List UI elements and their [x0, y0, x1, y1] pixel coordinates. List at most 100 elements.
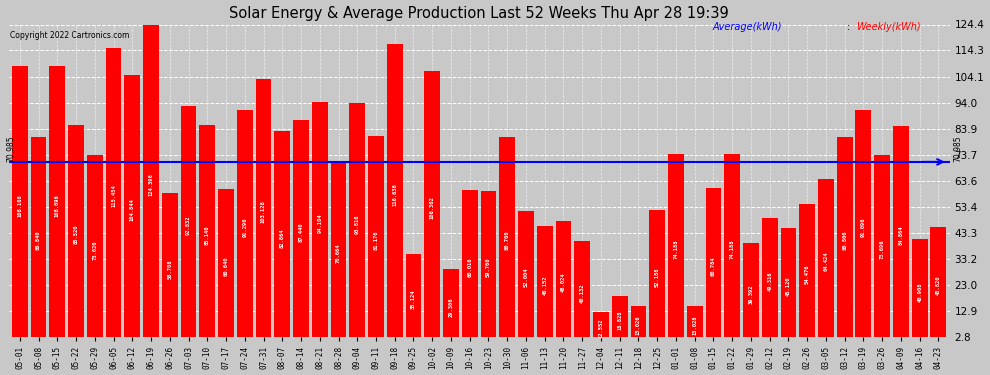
Bar	[199, 126, 215, 345]
Bar	[537, 226, 552, 345]
Bar	[593, 312, 609, 345]
Bar	[799, 204, 815, 345]
Bar	[499, 137, 515, 345]
Text: 29.306: 29.306	[448, 297, 453, 316]
Text: 52.188: 52.188	[654, 268, 659, 287]
Text: 85.520: 85.520	[73, 225, 78, 244]
Text: 45.120: 45.120	[786, 277, 791, 296]
Text: 108.108: 108.108	[17, 194, 23, 217]
Text: 12.552: 12.552	[599, 319, 604, 338]
Text: Copyright 2022 Cartronics.com: Copyright 2022 Cartronics.com	[11, 31, 130, 40]
Bar	[780, 228, 796, 345]
Text: 48.024: 48.024	[561, 273, 566, 292]
Bar	[893, 126, 909, 345]
Bar	[555, 221, 571, 345]
Text: 116.636: 116.636	[392, 183, 397, 206]
Text: 60.016: 60.016	[467, 258, 472, 277]
Bar	[12, 66, 28, 345]
Bar	[349, 103, 365, 345]
Text: 106.302: 106.302	[430, 196, 435, 219]
Text: 40.908: 40.908	[917, 282, 923, 302]
Text: 15.028: 15.028	[692, 315, 697, 335]
Text: :: :	[846, 22, 849, 33]
Text: 15.026: 15.026	[636, 315, 641, 335]
Text: 73.696: 73.696	[880, 240, 885, 260]
Text: 74.188: 74.188	[730, 239, 735, 259]
Bar	[743, 243, 759, 345]
Bar	[161, 194, 178, 345]
Bar	[237, 110, 252, 345]
Bar	[612, 296, 628, 345]
Bar	[668, 154, 684, 345]
Text: 49.316: 49.316	[767, 272, 772, 291]
Text: 108.096: 108.096	[54, 194, 59, 217]
Text: 59.760: 59.760	[486, 258, 491, 278]
Text: 91.096: 91.096	[861, 217, 866, 237]
Bar	[649, 210, 665, 345]
Bar	[461, 190, 478, 345]
Text: 45.820: 45.820	[936, 276, 940, 296]
Text: 92.832: 92.832	[186, 215, 191, 235]
Bar	[368, 136, 384, 345]
Text: 35.124: 35.124	[411, 290, 416, 309]
Bar	[143, 24, 159, 345]
Text: 54.476: 54.476	[805, 265, 810, 284]
Bar	[706, 188, 722, 345]
Text: 60.784: 60.784	[711, 256, 716, 276]
Text: 80.760: 80.760	[505, 231, 510, 251]
Text: Weekly(kWh): Weekly(kWh)	[856, 22, 921, 33]
Text: Average(kWh): Average(kWh)	[713, 22, 782, 33]
Bar	[406, 254, 422, 345]
Bar	[818, 179, 834, 345]
Bar	[631, 306, 646, 345]
Bar	[444, 269, 459, 345]
Bar	[87, 155, 103, 345]
Text: 18.828: 18.828	[617, 310, 623, 330]
Bar	[125, 75, 141, 345]
Text: 91.296: 91.296	[243, 217, 248, 237]
Text: 84.864: 84.864	[899, 226, 904, 245]
Bar	[274, 131, 290, 345]
Bar	[218, 189, 234, 345]
Text: 40.132: 40.132	[580, 283, 585, 303]
Text: 70.985: 70.985	[6, 135, 15, 162]
Text: 124.396: 124.396	[148, 173, 153, 196]
Bar	[855, 110, 871, 345]
Bar	[312, 102, 328, 345]
Text: 64.424: 64.424	[824, 252, 829, 272]
Text: 87.440: 87.440	[299, 222, 304, 242]
Bar	[425, 71, 441, 345]
Text: 94.104: 94.104	[317, 214, 323, 233]
Text: 82.864: 82.864	[280, 228, 285, 248]
Bar	[725, 154, 741, 345]
Bar	[180, 106, 196, 345]
Bar	[255, 79, 271, 345]
Bar	[837, 136, 852, 345]
Text: 81.176: 81.176	[373, 230, 378, 250]
Text: 52.004: 52.004	[524, 268, 529, 287]
Text: 74.188: 74.188	[673, 239, 678, 259]
Bar	[106, 48, 122, 345]
Bar	[31, 136, 47, 345]
Text: 70.985: 70.985	[953, 135, 962, 162]
Text: 85.140: 85.140	[205, 225, 210, 245]
Bar	[912, 239, 928, 345]
Bar	[331, 163, 346, 345]
Text: 46.152: 46.152	[543, 275, 547, 295]
Text: 58.708: 58.708	[167, 259, 172, 279]
Text: 70.664: 70.664	[336, 244, 341, 263]
Text: 80.840: 80.840	[36, 231, 41, 250]
Bar	[68, 124, 84, 345]
Bar	[687, 306, 703, 345]
Title: Solar Energy & Average Production Last 52 Weeks Thu Apr 28 19:39: Solar Energy & Average Production Last 5…	[230, 6, 729, 21]
Text: 104.844: 104.844	[130, 198, 135, 221]
Bar	[761, 217, 778, 345]
Text: 39.392: 39.392	[748, 284, 753, 304]
Bar	[518, 211, 534, 345]
Bar	[931, 226, 946, 345]
Bar	[874, 155, 890, 345]
Bar	[293, 120, 309, 345]
Text: 73.620: 73.620	[92, 240, 97, 260]
Text: 103.128: 103.128	[261, 201, 266, 223]
Bar	[50, 66, 65, 345]
